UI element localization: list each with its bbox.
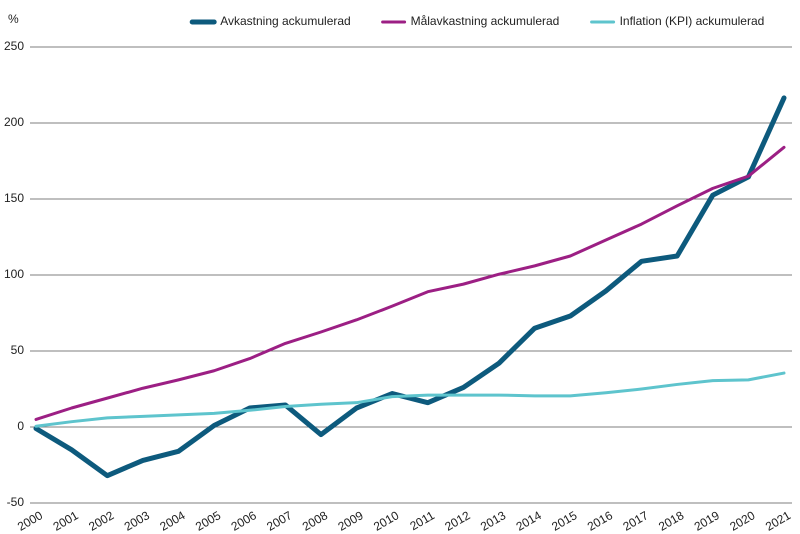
x-tick-label: 2018 <box>656 508 686 534</box>
x-tick-label: 2010 <box>371 508 401 534</box>
x-tick-label: 2021 <box>763 508 793 534</box>
x-tick-label: 2012 <box>442 508 472 534</box>
x-tick-label: 2016 <box>585 508 615 534</box>
x-tick-label: 2011 <box>408 508 438 533</box>
y-tick-label: 100 <box>4 267 24 281</box>
x-tick-label: 2008 <box>300 508 330 534</box>
y-tick-label: 0 <box>17 419 24 433</box>
line-series <box>34 145 786 421</box>
legend-label: Avkastning ackumulerad <box>220 14 351 28</box>
y-tick-label: 250 <box>4 39 24 53</box>
x-tick-label: 2014 <box>514 508 544 534</box>
x-tick-label: 2000 <box>15 508 45 534</box>
x-tick-label: 2013 <box>478 508 508 534</box>
x-tick-label: 2002 <box>86 508 116 534</box>
y-tick-label: 50 <box>11 343 25 357</box>
line-series <box>33 95 787 479</box>
x-tick-label: 2007 <box>264 508 294 534</box>
legend-label: Målavkastning ackumulerad <box>411 14 560 28</box>
x-tick-label: 2001 <box>51 508 81 534</box>
y-tick-label: 150 <box>4 191 24 205</box>
x-tick-label: 2005 <box>193 508 223 534</box>
x-tick-label: 2006 <box>229 508 259 534</box>
x-tick-label: 2017 <box>620 508 650 534</box>
x-tick-label: 2003 <box>122 508 152 534</box>
line-series <box>34 371 786 428</box>
x-tick-label: 2019 <box>692 508 722 534</box>
y-tick-label: -50 <box>7 495 25 509</box>
x-tick-label: 2015 <box>549 508 579 534</box>
x-tick-label: 2020 <box>727 508 757 534</box>
legend-label: Inflation (KPI) ackumulerad <box>620 14 765 28</box>
x-tick-label: 2009 <box>336 508 366 534</box>
y-axis-label: % <box>8 12 19 26</box>
y-tick-label: 200 <box>4 115 24 129</box>
x-tick-label: 2004 <box>157 508 187 534</box>
